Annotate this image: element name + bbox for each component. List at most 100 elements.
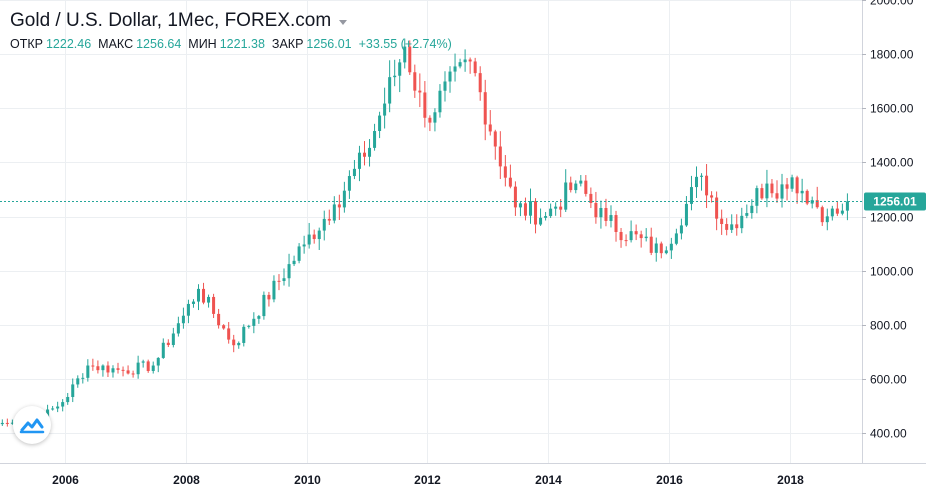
candle-body <box>222 325 226 329</box>
candle-body <box>735 224 739 229</box>
candle-body <box>508 177 512 187</box>
candle-body <box>227 328 231 340</box>
candle-body <box>61 402 65 407</box>
candle-body <box>710 195 714 198</box>
candle-body <box>689 187 693 204</box>
candle-body <box>287 264 291 279</box>
candle-body <box>373 131 377 148</box>
candle-body <box>649 236 653 253</box>
open-value: 1222.46 <box>45 37 92 51</box>
candle-body <box>559 206 563 210</box>
candle-body <box>654 243 658 253</box>
caret-down-icon[interactable] <box>339 20 348 25</box>
candle-body <box>619 231 623 241</box>
ohlc-values: ОТКР 1222.46 МАКС 1256.64 МИН 1221.38 ЗА… <box>10 37 452 51</box>
candle-body <box>599 208 603 218</box>
candle-body <box>116 368 120 370</box>
candle-body <box>664 250 668 254</box>
tradingview-cloud-icon <box>19 418 45 434</box>
candle-body <box>448 71 452 82</box>
candle-body <box>679 225 683 234</box>
candle-body <box>438 90 442 113</box>
candle-body <box>262 294 266 317</box>
candle-body <box>840 210 844 214</box>
candle-body <box>337 204 341 208</box>
candle-body <box>217 313 221 326</box>
chart-legend: Gold / U.S. Dollar, 1Мес, FOREX.com ОТКР… <box>10 8 452 51</box>
candle-body <box>473 61 477 74</box>
candle-body <box>5 422 9 424</box>
candle-body <box>629 231 633 241</box>
candle-body <box>196 288 201 302</box>
candle-body <box>307 234 311 245</box>
candle-body <box>815 200 819 208</box>
symbol-title[interactable]: Gold / U.S. Dollar, 1Мес, FOREX.com <box>10 10 332 31</box>
candle-body <box>151 365 155 371</box>
candle-body <box>342 190 346 208</box>
candle-body <box>569 182 573 191</box>
candle-body <box>146 361 150 371</box>
candle-body <box>458 62 462 67</box>
time-axis[interactable]: 2006 2008 2010 2012 2014 2016 2018 <box>52 473 804 487</box>
candle-body <box>750 205 754 214</box>
candle-body <box>232 339 236 346</box>
candle-body <box>257 316 261 319</box>
candle-body <box>202 288 206 303</box>
candle-body <box>644 236 648 239</box>
candle-body <box>317 230 321 240</box>
candle-body <box>51 408 55 410</box>
candle-body <box>800 190 804 194</box>
candle-body <box>352 168 356 177</box>
candle-body <box>730 224 734 230</box>
tradingview-logo[interactable] <box>13 406 51 444</box>
price-tick-label: 1800.00 <box>870 48 914 62</box>
price-axis[interactable]: 400.00 600.00 800.00 1000.00 1200.00 1400.00 1… <box>862 0 914 441</box>
candle-body <box>584 180 588 194</box>
candle-body <box>539 217 543 225</box>
high-label: МАКС <box>98 37 134 51</box>
candle-body <box>71 384 75 397</box>
candle-body <box>403 46 407 63</box>
candle-body <box>332 204 336 221</box>
candle-body <box>604 208 608 221</box>
candle-body <box>443 81 447 91</box>
candle-body <box>624 240 628 242</box>
price-tick-label: 1200.00 <box>870 211 914 225</box>
candle-body <box>614 215 618 232</box>
candle-body <box>745 213 749 216</box>
price-tick-label: 600.00 <box>870 373 907 387</box>
candle-body <box>574 183 578 191</box>
candle-body <box>136 362 140 375</box>
candle-body <box>212 296 216 314</box>
candle-body <box>121 369 125 371</box>
candle-body <box>141 361 145 363</box>
candle-body <box>322 218 326 231</box>
candle-body <box>564 182 568 210</box>
candle-body <box>549 208 553 217</box>
candle-body <box>483 92 487 125</box>
candle-body <box>111 368 115 373</box>
candle-body <box>790 177 794 189</box>
candle-body <box>272 280 276 300</box>
candle-body <box>453 66 457 72</box>
time-tick-label: 2010 <box>294 473 321 487</box>
candle-body <box>770 183 774 194</box>
candle-body <box>131 373 135 375</box>
price-tick-label: 2000.00 <box>870 0 914 8</box>
price-tick-label: 1000.00 <box>870 265 914 279</box>
candle-body <box>242 326 246 343</box>
candle-body <box>368 147 372 157</box>
candle-body <box>423 92 427 118</box>
candle-body <box>805 190 809 204</box>
candle-body <box>835 208 839 214</box>
candle-body <box>383 103 387 116</box>
candle-body <box>418 90 422 93</box>
candle-body <box>408 46 412 73</box>
last-price-label: 1256.01 <box>873 194 917 208</box>
candle-body <box>760 188 764 199</box>
candle-body <box>171 333 175 345</box>
candle-body <box>76 378 80 385</box>
candle-body <box>720 218 724 225</box>
candle-body <box>498 146 502 167</box>
